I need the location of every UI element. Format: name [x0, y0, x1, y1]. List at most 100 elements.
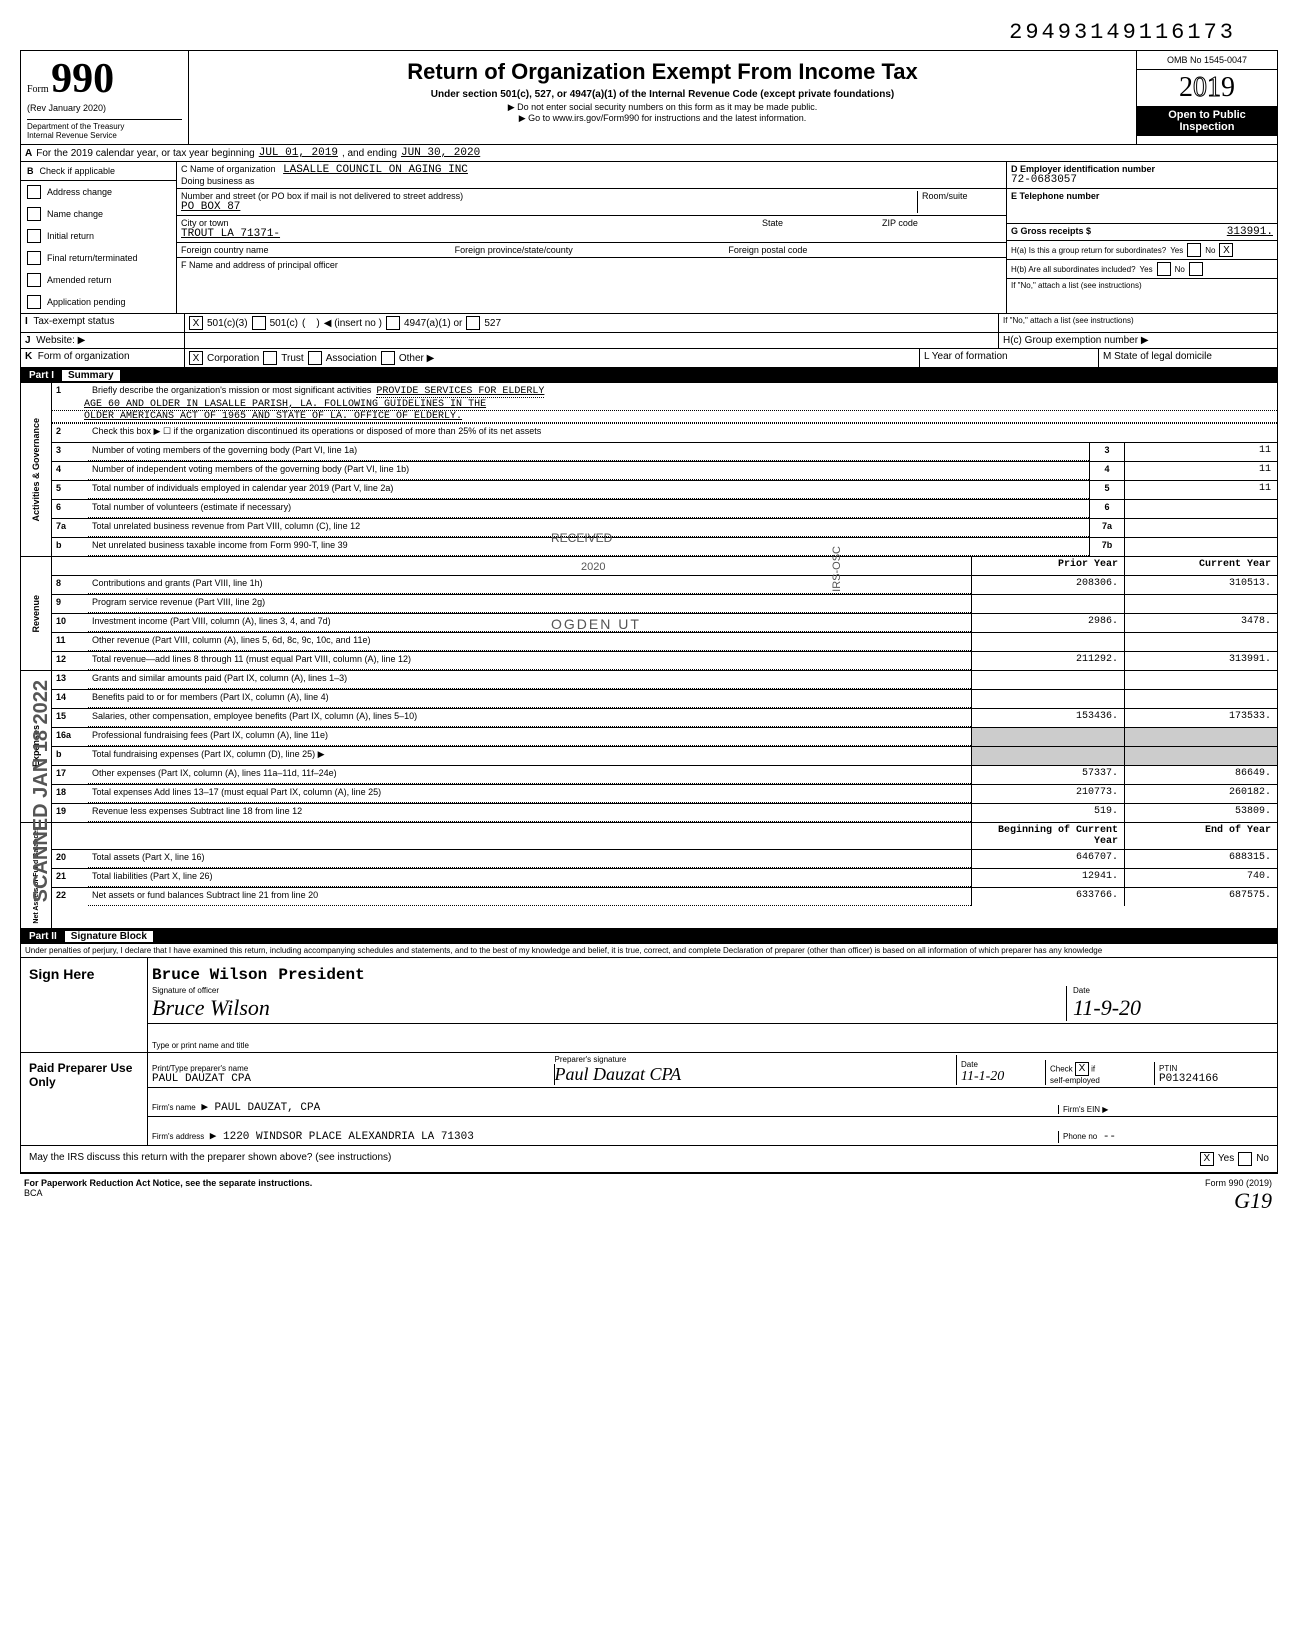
- officer-sig-date: 11-9-20: [1073, 995, 1273, 1021]
- line7b-val: [1124, 538, 1277, 556]
- self-employed-checkbox[interactable]: X: [1075, 1062, 1089, 1076]
- checkbox-corp[interactable]: X: [189, 351, 203, 365]
- line16a-desc: Professional fundraising fees (Part IX, …: [88, 728, 971, 746]
- line9-desc: Program service revenue (Part VIII, line…: [88, 595, 971, 613]
- paid-preparer-section: Paid Preparer Use Only Print/Type prepar…: [21, 1053, 1277, 1146]
- line9-prior: [971, 595, 1124, 613]
- line5-cell: 5: [1089, 481, 1124, 499]
- header-right-block: OMB No 1545-0047 2019 Open to Public Ins…: [1136, 51, 1277, 144]
- form-subtitle-1: Under section 501(c), 527, or 4947(a)(1)…: [193, 89, 1132, 100]
- line21-num: 21: [52, 869, 88, 887]
- line17-desc: Other expenses (Part IX, column (A), lin…: [88, 766, 971, 784]
- hb-yes: Yes: [1140, 265, 1153, 274]
- footer-left: For Paperwork Reduction Act Notice, see …: [24, 1178, 312, 1188]
- checkbox-assoc[interactable]: [308, 351, 322, 365]
- line7a-cell: 7a: [1089, 519, 1124, 537]
- line17-num: 17: [52, 766, 88, 784]
- dept-irs: Internal Revenue Service: [27, 131, 182, 140]
- row-j-text: Website: ▶: [36, 335, 85, 346]
- line3-desc: Number of voting members of the governin…: [88, 443, 1089, 461]
- hb-no-box[interactable]: [1189, 262, 1203, 276]
- sign-here-label: Sign Here: [21, 958, 148, 1052]
- discuss-yes: Yes: [1218, 1153, 1234, 1164]
- line6-num: 6: [52, 500, 88, 518]
- label-name-change: Name change: [47, 209, 103, 219]
- hb-no: No: [1175, 265, 1185, 274]
- row-j-label: J: [25, 335, 31, 346]
- line8-num: 8: [52, 576, 88, 594]
- col-c: C Name of organization LASALLE COUNCIL O…: [177, 162, 1007, 313]
- checkbox-final-return[interactable]: [27, 251, 41, 265]
- line18-desc: Total expenses Add lines 13–17 (must equ…: [88, 785, 971, 803]
- hb-yes-box[interactable]: [1157, 262, 1171, 276]
- checkbox-501c[interactable]: [252, 316, 266, 330]
- checkbox-4947[interactable]: [386, 316, 400, 330]
- netassets-vlabel: Net Assets or Fund Balances: [31, 823, 42, 928]
- sig-officer-label: Signature of officer: [152, 986, 1066, 995]
- line2-num: 2: [52, 424, 88, 442]
- checkbox-501c3[interactable]: X: [189, 316, 203, 330]
- discuss-no-box[interactable]: [1238, 1152, 1252, 1166]
- line21-desc: Total liabilities (Part X, line 26): [88, 869, 971, 887]
- line7a-desc: Total unrelated business revenue from Pa…: [88, 519, 1089, 537]
- firm-addr: ▶ 1220 WINDSOR PLACE ALEXANDRIA LA 71303: [210, 1131, 474, 1143]
- line2-desc: Check this box ▶ ☐ if the organization d…: [88, 424, 1277, 442]
- row-k-text: Form of organization: [38, 351, 130, 362]
- checkbox-527[interactable]: [466, 316, 480, 330]
- checkbox-other[interactable]: [381, 351, 395, 365]
- opt-corp: Corporation: [207, 353, 259, 364]
- m-label: M State of legal domicile: [1099, 349, 1277, 367]
- ptin-label: PTIN: [1159, 1064, 1269, 1073]
- line6-val: [1124, 500, 1277, 518]
- activities-vlabel: Activities & Governance: [29, 414, 43, 526]
- row-a-text1: For the 2019 calendar year, or tax year …: [36, 148, 254, 159]
- current-year-header: Current Year: [1124, 557, 1277, 575]
- checkbox-address-change[interactable]: [27, 185, 41, 199]
- ha-yes: Yes: [1170, 246, 1183, 255]
- line15-num: 15: [52, 709, 88, 727]
- mission-line-1: PROVIDE SERVICES FOR ELDERLY: [376, 386, 544, 398]
- l-label: L Year of formation: [920, 349, 1099, 367]
- opt-4947: 4947(a)(1) or: [404, 318, 462, 329]
- footer-mid: BCA: [24, 1188, 43, 1198]
- checkbox-name-change[interactable]: [27, 207, 41, 221]
- discuss-yes-box[interactable]: X: [1200, 1152, 1214, 1166]
- part-2-num: Part II: [29, 931, 57, 942]
- line15-prior: 153436.: [971, 709, 1124, 727]
- if-label: if: [1091, 1064, 1095, 1073]
- begin-year-header: Beginning of Current Year: [971, 823, 1124, 849]
- checkbox-amended[interactable]: [27, 273, 41, 287]
- ha-yes-box[interactable]: [1187, 243, 1201, 257]
- form-subtitle-2: Do not enter social security numbers on …: [517, 102, 817, 112]
- form-header: Form 990 (Rev January 2020) Department o…: [21, 51, 1277, 145]
- checkbox-pending[interactable]: [27, 295, 41, 309]
- ein-value: 72-0683057: [1011, 174, 1273, 186]
- line11-prior: [971, 633, 1124, 651]
- checkbox-initial-return[interactable]: [27, 229, 41, 243]
- opt-trust: Trust: [281, 353, 303, 364]
- preparer-signature: Paul Dauzat CPA: [555, 1064, 957, 1085]
- part-1-title: Summary: [62, 370, 120, 381]
- ha-no: No: [1205, 246, 1215, 255]
- footer: For Paperwork Reduction Act Notice, see …: [20, 1174, 1276, 1218]
- expenses-section: Expenses 13Grants and similar amounts pa…: [21, 671, 1277, 823]
- checkbox-trust[interactable]: [263, 351, 277, 365]
- perjury-text: Under penalties of perjury, I declare th…: [21, 944, 1277, 958]
- ha-no-box[interactable]: X: [1219, 243, 1233, 257]
- col-b: B Check if applicable Address change Nam…: [21, 162, 177, 313]
- typed-officer-title: President: [278, 966, 364, 984]
- tax-year-end: JUN 30, 2020: [401, 147, 480, 159]
- state-label: State: [762, 218, 882, 228]
- line4-num: 4: [52, 462, 88, 480]
- line22-curr: 687575.: [1124, 888, 1277, 906]
- revision-date: (Rev January 2020): [27, 103, 182, 113]
- line19-prior: 519.: [971, 804, 1124, 822]
- line5-desc: Total number of individuals employed in …: [88, 481, 1089, 499]
- col-de: D Employer identification number 72-0683…: [1007, 162, 1277, 313]
- discuss-no: No: [1256, 1153, 1269, 1164]
- netassets-section: Net Assets or Fund Balances Beginning of…: [21, 823, 1277, 929]
- prior-year-header: Prior Year: [971, 557, 1124, 575]
- line14-curr: [1124, 690, 1277, 708]
- footer-right: Form 990 (2019): [1205, 1178, 1272, 1188]
- ein-label: D Employer identification number: [1011, 164, 1155, 174]
